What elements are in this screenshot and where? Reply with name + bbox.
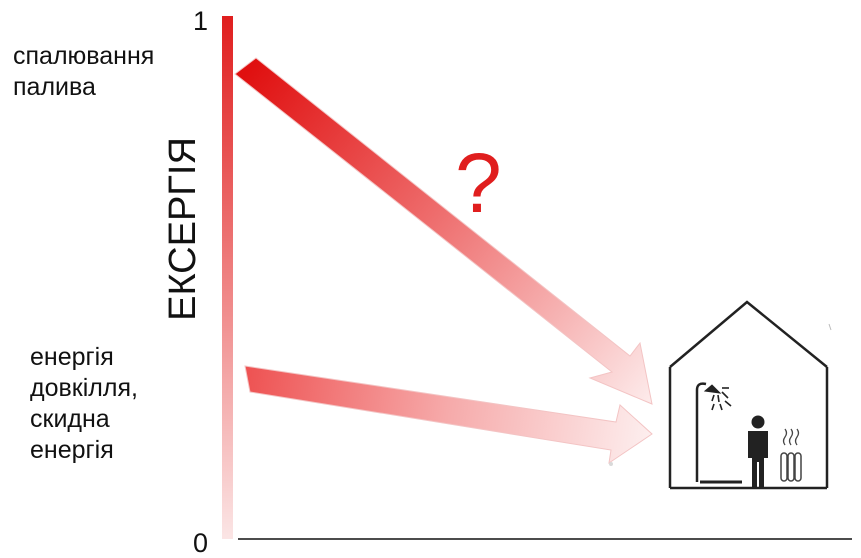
artifact-mark [828, 323, 832, 331]
question-mark: ? [455, 136, 502, 230]
axis-tick-top: 1 [193, 6, 209, 36]
fuel-combustion-arrow [234, 57, 653, 405]
axis-tick-bottom: 0 [193, 528, 209, 558]
person-icon [748, 415, 768, 488]
house-icon [668, 300, 829, 490]
exergy-axis-bar [222, 16, 233, 539]
radiator-icon [780, 428, 802, 482]
fuel-combustion-label: спалювання палива [13, 42, 155, 101]
ambient-energy-label: енергія довкілля, скидна енергія [30, 343, 138, 464]
shower-icon [695, 382, 742, 484]
axis-title: ЕКСЕРГІЯ [162, 137, 204, 321]
ambient-energy-arrow [244, 365, 653, 465]
artifact-dot [609, 462, 613, 466]
